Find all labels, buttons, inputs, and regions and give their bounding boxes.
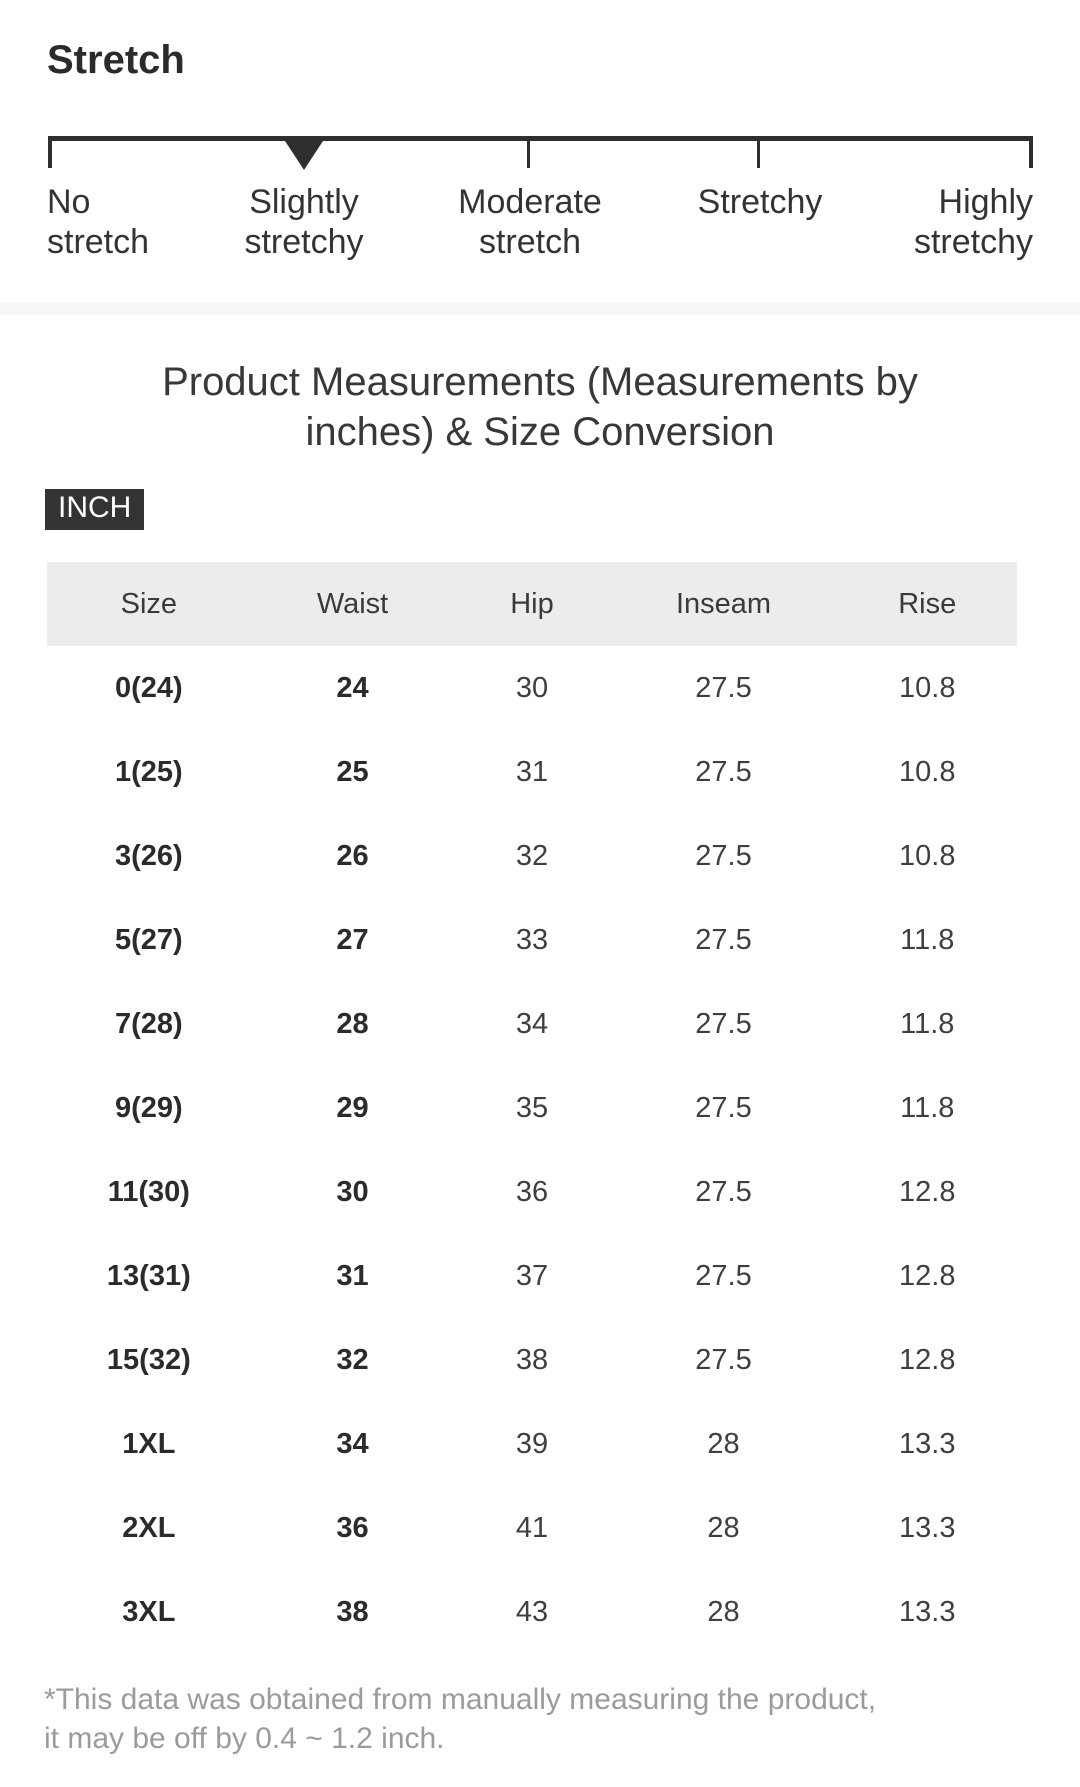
cell-waist: 26 bbox=[336, 839, 369, 872]
cell-size: 7(28) bbox=[114, 1007, 183, 1040]
cell-rise: 12.8 bbox=[899, 1343, 956, 1376]
stretch-title: Stretch bbox=[47, 38, 185, 82]
cell-hip: 34 bbox=[515, 1007, 549, 1040]
cell-inseam: 27.5 bbox=[695, 839, 752, 872]
cell-rise: 13.3 bbox=[899, 1595, 956, 1628]
column-header-hip: Hip bbox=[510, 587, 554, 620]
column-header-waist: Waist bbox=[316, 587, 389, 620]
cell-hip: 36 bbox=[515, 1175, 549, 1208]
cell-waist: 36 bbox=[336, 1511, 369, 1544]
cell-inseam: 28 bbox=[707, 1595, 740, 1628]
cell-rise: 11.8 bbox=[900, 1091, 955, 1124]
cell-hip: 41 bbox=[515, 1511, 549, 1544]
cell-hip: 30 bbox=[515, 671, 549, 704]
cell-rise: 10.8 bbox=[899, 671, 956, 704]
cell-size: 15(32) bbox=[106, 1343, 191, 1376]
cell-waist: 24 bbox=[336, 671, 369, 704]
scale-endcap-right bbox=[1029, 136, 1033, 168]
table-row: 11(30) 30 36 27.5 12.8 bbox=[47, 1150, 1017, 1234]
cell-size: 9(29) bbox=[114, 1091, 183, 1124]
cell-rise: 12.8 bbox=[899, 1175, 956, 1208]
cell-waist: 29 bbox=[336, 1091, 369, 1124]
cell-size: 1(25) bbox=[114, 755, 183, 788]
measurements-section: Product Measurements (Measurements by in… bbox=[0, 315, 1080, 1758]
cell-hip: 35 bbox=[515, 1091, 549, 1124]
stretch-scale-track bbox=[48, 136, 1033, 141]
stretch-level-label-slightly-stretchy: Slightly stretchy bbox=[244, 183, 364, 261]
section-divider bbox=[0, 303, 1080, 315]
cell-rise: 11.8 bbox=[900, 923, 955, 956]
cell-hip: 31 bbox=[515, 755, 549, 788]
cell-waist: 32 bbox=[336, 1343, 369, 1376]
cell-size: 5(27) bbox=[114, 923, 183, 956]
cell-inseam: 28 bbox=[707, 1511, 740, 1544]
table-row: 3(26) 26 32 27.5 10.8 bbox=[47, 814, 1017, 898]
cell-inseam: 27.5 bbox=[695, 1259, 752, 1292]
table-row: 5(27) 27 33 27.5 11.8 bbox=[47, 898, 1017, 982]
column-header-inseam: Inseam bbox=[675, 587, 772, 620]
cell-size: 2XL bbox=[122, 1511, 176, 1544]
scale-tick-stretchy bbox=[757, 136, 760, 168]
cell-size: 3(26) bbox=[114, 839, 183, 872]
size-table: Size Waist Hip Inseam Rise 0(24) 24 30 2… bbox=[47, 562, 1017, 1654]
cell-waist: 31 bbox=[336, 1259, 369, 1292]
cell-waist: 27 bbox=[336, 923, 369, 956]
cell-rise: 12.8 bbox=[899, 1259, 956, 1292]
cell-inseam: 27.5 bbox=[695, 1343, 752, 1376]
cell-hip: 33 bbox=[515, 923, 549, 956]
unit-inch-badge[interactable]: INCH bbox=[45, 489, 145, 530]
cell-inseam: 27.5 bbox=[695, 1091, 752, 1124]
scale-endcap-left bbox=[48, 136, 52, 168]
cell-waist: 25 bbox=[336, 755, 369, 788]
cell-rise: 13.3 bbox=[899, 1427, 956, 1460]
table-row: 1XL 34 39 28 13.3 bbox=[47, 1402, 1017, 1486]
cell-waist: 34 bbox=[336, 1427, 369, 1460]
table-row: 13(31) 31 37 27.5 12.8 bbox=[47, 1234, 1017, 1318]
cell-waist: 28 bbox=[336, 1007, 369, 1040]
cell-rise: 13.3 bbox=[899, 1511, 956, 1544]
table-row: 9(29) 29 35 27.5 11.8 bbox=[47, 1066, 1017, 1150]
stretch-level-label-highly-stretchy: Highly stretchy bbox=[913, 183, 1033, 261]
cell-waist: 38 bbox=[336, 1595, 369, 1628]
stretch-level-label-no-stretch: No stretch bbox=[47, 183, 150, 261]
stretch-level-label-stretchy: Stretchy bbox=[697, 183, 823, 221]
table-row: 7(28) 28 34 27.5 11.8 bbox=[47, 982, 1017, 1066]
cell-inseam: 27.5 bbox=[695, 671, 752, 704]
cell-rise: 10.8 bbox=[899, 839, 956, 872]
table-row: 3XL 38 43 28 13.3 bbox=[47, 1570, 1017, 1654]
stretch-marker-icon bbox=[285, 141, 323, 170]
cell-hip: 39 bbox=[515, 1427, 549, 1460]
cell-inseam: 28 bbox=[707, 1427, 740, 1460]
cell-size: 3XL bbox=[122, 1595, 176, 1628]
table-header-row: Size Waist Hip Inseam Rise bbox=[47, 562, 1017, 646]
cell-inseam: 27.5 bbox=[695, 1007, 752, 1040]
cell-size: 11(30) bbox=[107, 1175, 190, 1208]
table-row: 15(32) 32 38 27.5 12.8 bbox=[47, 1318, 1017, 1402]
cell-waist: 30 bbox=[336, 1175, 369, 1208]
table-row: 0(24) 24 30 27.5 10.8 bbox=[47, 646, 1017, 730]
cell-size: 13(31) bbox=[106, 1259, 191, 1292]
cell-hip: 37 bbox=[515, 1259, 549, 1292]
stretch-section: Stretch No stretch Slightly stretchy Mod… bbox=[0, 0, 1080, 303]
stretch-level-label-moderate-stretch: Moderate stretch bbox=[458, 183, 602, 261]
cell-inseam: 27.5 bbox=[695, 755, 752, 788]
table-row: 1(25) 25 31 27.5 10.8 bbox=[47, 730, 1017, 814]
cell-size: 0(24) bbox=[114, 671, 183, 704]
cell-inseam: 27.5 bbox=[695, 923, 752, 956]
cell-hip: 43 bbox=[515, 1595, 549, 1628]
cell-hip: 38 bbox=[515, 1343, 549, 1376]
scale-tick-moderate bbox=[527, 136, 530, 168]
cell-hip: 32 bbox=[515, 839, 549, 872]
column-header-size: Size bbox=[120, 587, 178, 620]
cell-rise: 11.8 bbox=[900, 1007, 955, 1040]
measurement-disclaimer: *This data was obtained from manually me… bbox=[44, 1683, 877, 1755]
cell-inseam: 27.5 bbox=[695, 1175, 752, 1208]
column-header-rise: Rise bbox=[898, 587, 957, 620]
cell-rise: 10.8 bbox=[899, 755, 956, 788]
cell-size: 1XL bbox=[122, 1427, 176, 1460]
table-row: 2XL 36 41 28 13.3 bbox=[47, 1486, 1017, 1570]
measurements-heading: Product Measurements (Measurements by in… bbox=[162, 360, 918, 454]
